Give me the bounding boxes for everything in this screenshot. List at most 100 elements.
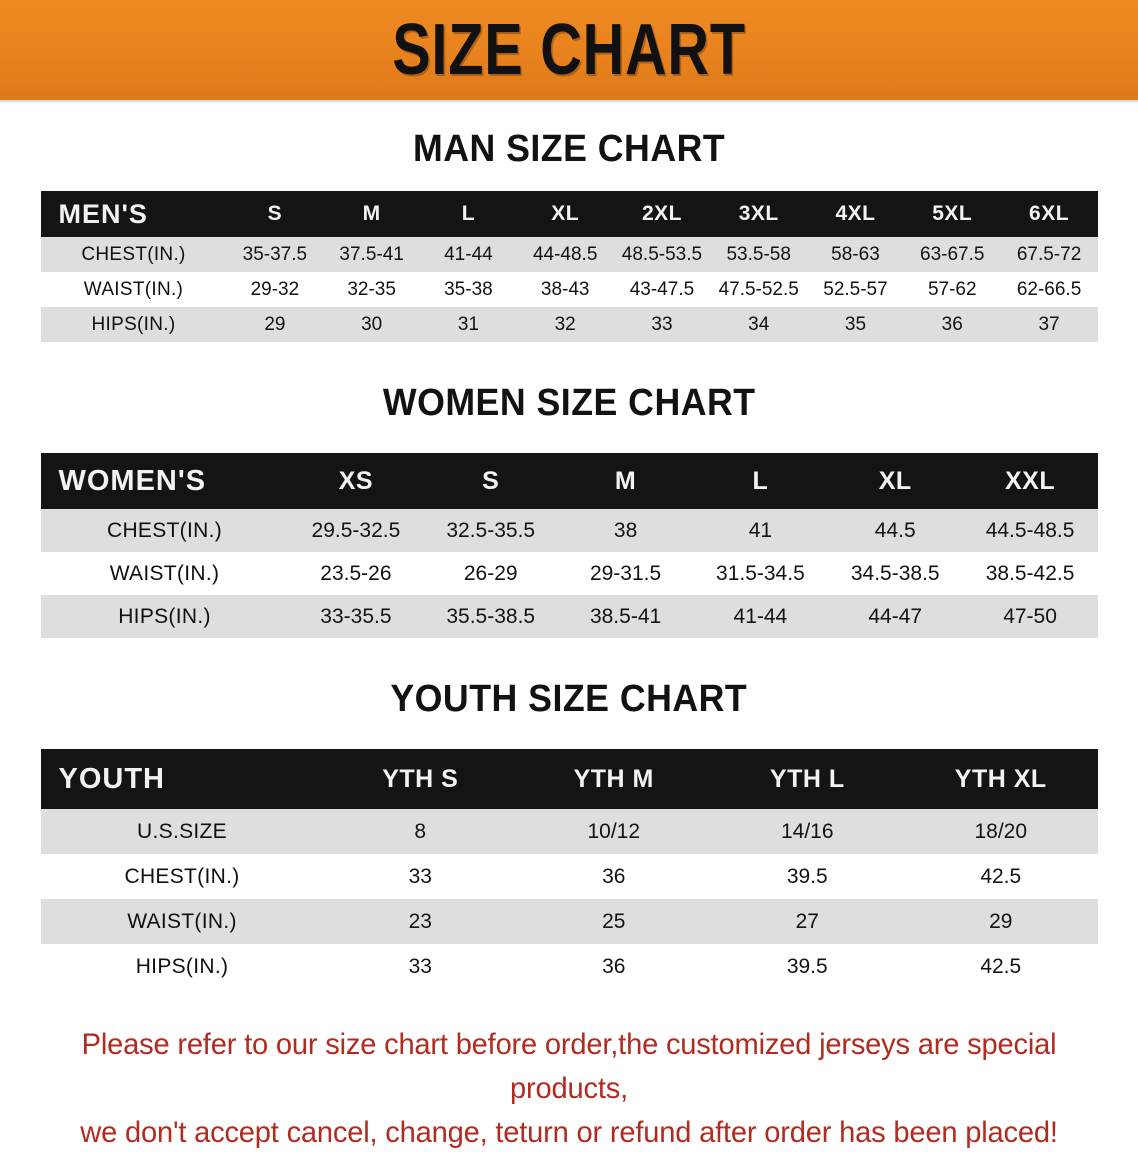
youth-header-row: YOUTH YTH S YTH M YTH L YTH XL bbox=[40, 749, 1098, 809]
women-row-label: WAIST(IN.) bbox=[40, 552, 289, 595]
youth-corner-label: YOUTH bbox=[40, 749, 324, 809]
youth-table-body: U.S.SIZE 8 10/12 14/16 18/20 CHEST(IN.) … bbox=[40, 809, 1098, 989]
women-size-table-wrap: WOMEN'S XS S M L XL XXL CHEST(IN.) 29.5-… bbox=[40, 453, 1098, 638]
man-cell: 30 bbox=[323, 307, 421, 342]
man-size-table: MEN'S S M L XL 2XL 3XL 4XL 5XL 6XL CHEST… bbox=[40, 191, 1098, 342]
man-cell: 63-67.5 bbox=[903, 237, 1001, 272]
youth-cell: 39.5 bbox=[710, 944, 904, 989]
youth-size-table: YOUTH YTH S YTH M YTH L YTH XL U.S.SIZE … bbox=[40, 749, 1098, 989]
man-cell: 41-44 bbox=[420, 237, 517, 272]
man-col-header: 2XL bbox=[613, 191, 711, 237]
man-cell: 29 bbox=[226, 307, 324, 342]
man-cell: 32-35 bbox=[323, 272, 421, 307]
women-col-header: S bbox=[423, 453, 559, 509]
table-row: HIPS(IN.) 33-35.5 35.5-38.5 38.5-41 41-4… bbox=[40, 595, 1098, 638]
youth-col-header: YTH XL bbox=[904, 749, 1098, 809]
man-row-label: CHEST(IN.) bbox=[40, 237, 227, 272]
youth-section-title-text: YOUTH SIZE CHART bbox=[390, 678, 748, 720]
man-cell: 36 bbox=[903, 307, 1001, 342]
man-col-header: 6XL bbox=[1000, 191, 1098, 237]
women-col-header: M bbox=[558, 453, 693, 509]
man-cell: 29-32 bbox=[226, 272, 324, 307]
man-cell: 47.5-52.5 bbox=[710, 272, 808, 307]
youth-cell: 42.5 bbox=[904, 944, 1098, 989]
women-cell: 31.5-34.5 bbox=[692, 552, 828, 595]
man-cell: 35-37.5 bbox=[226, 237, 324, 272]
man-cell: 44-48.5 bbox=[516, 237, 614, 272]
women-cell: 47-50 bbox=[962, 595, 1098, 638]
youth-row-label: CHEST(IN.) bbox=[40, 854, 324, 899]
youth-cell: 33 bbox=[323, 854, 517, 899]
women-cell: 33-35.5 bbox=[288, 595, 424, 638]
table-row: WAIST(IN.) 23 25 27 29 bbox=[40, 899, 1098, 944]
women-size-table: WOMEN'S XS S M L XL XXL CHEST(IN.) 29.5-… bbox=[40, 453, 1098, 638]
youth-cell: 25 bbox=[517, 899, 711, 944]
youth-cell: 8 bbox=[323, 809, 517, 854]
women-col-header: XS bbox=[288, 453, 424, 509]
man-cell: 53.5-58 bbox=[710, 237, 808, 272]
women-corner-label: WOMEN'S bbox=[40, 453, 289, 509]
man-header-row: MEN'S S M L XL 2XL 3XL 4XL 5XL 6XL bbox=[40, 191, 1098, 237]
women-cell: 23.5-26 bbox=[288, 552, 424, 595]
table-row: CHEST(IN.) 35-37.5 37.5-41 41-44 44-48.5… bbox=[40, 237, 1098, 272]
man-col-header: L bbox=[420, 191, 517, 237]
youth-cell: 36 bbox=[517, 944, 711, 989]
man-corner-label: MEN'S bbox=[40, 191, 227, 237]
women-cell: 41-44 bbox=[692, 595, 828, 638]
women-cell: 34.5-38.5 bbox=[827, 552, 963, 595]
youth-cell: 14/16 bbox=[710, 809, 904, 854]
man-cell: 31 bbox=[420, 307, 517, 342]
note-line-1: Please refer to our size chart before or… bbox=[81, 1028, 1057, 1105]
note-line-2: we don't accept cancel, change, teturn o… bbox=[80, 1116, 1058, 1149]
man-table-body: CHEST(IN.) 35-37.5 37.5-41 41-44 44-48.5… bbox=[40, 237, 1098, 342]
youth-col-header: YTH M bbox=[517, 749, 711, 809]
youth-cell: 23 bbox=[323, 899, 517, 944]
youth-row-label: HIPS(IN.) bbox=[40, 944, 324, 989]
youth-size-table-wrap: YOUTH YTH S YTH M YTH L YTH XL U.S.SIZE … bbox=[40, 749, 1098, 989]
youth-cell: 29 bbox=[904, 899, 1098, 944]
youth-col-header: YTH L bbox=[710, 749, 904, 809]
women-cell: 44-47 bbox=[827, 595, 963, 638]
youth-cell: 27 bbox=[710, 899, 904, 944]
women-table-header: WOMEN'S XS S M L XL XXL bbox=[40, 453, 1098, 509]
table-row: CHEST(IN.) 33 36 39.5 42.5 bbox=[40, 854, 1098, 899]
youth-cell: 42.5 bbox=[904, 854, 1098, 899]
page-title: SIZE CHART bbox=[392, 10, 746, 90]
women-cell: 44.5-48.5 bbox=[962, 509, 1098, 552]
man-cell: 38-43 bbox=[516, 272, 614, 307]
man-cell: 34 bbox=[710, 307, 808, 342]
women-row-label: HIPS(IN.) bbox=[40, 595, 289, 638]
women-col-header: XL bbox=[827, 453, 963, 509]
man-cell: 52.5-57 bbox=[807, 272, 904, 307]
women-cell: 38 bbox=[558, 509, 693, 552]
women-cell: 29-31.5 bbox=[558, 552, 693, 595]
women-cell: 38.5-42.5 bbox=[962, 552, 1098, 595]
man-col-header: S bbox=[226, 191, 324, 237]
women-row-label: CHEST(IN.) bbox=[40, 509, 289, 552]
man-cell: 62-66.5 bbox=[1000, 272, 1098, 307]
women-header-row: WOMEN'S XS S M L XL XXL bbox=[40, 453, 1098, 509]
youth-section-title: YOUTH SIZE CHART bbox=[0, 678, 1138, 721]
man-row-label: WAIST(IN.) bbox=[40, 272, 227, 307]
table-row: WAIST(IN.) 29-32 32-35 35-38 38-43 43-47… bbox=[40, 272, 1098, 307]
man-cell: 67.5-72 bbox=[1000, 237, 1098, 272]
youth-col-header: YTH S bbox=[323, 749, 517, 809]
women-cell: 44.5 bbox=[827, 509, 963, 552]
man-cell: 43-47.5 bbox=[613, 272, 711, 307]
man-cell: 35 bbox=[807, 307, 904, 342]
women-cell: 32.5-35.5 bbox=[423, 509, 559, 552]
man-cell: 48.5-53.5 bbox=[613, 237, 711, 272]
man-cell: 33 bbox=[613, 307, 711, 342]
women-cell: 26-29 bbox=[423, 552, 559, 595]
women-cell: 29.5-32.5 bbox=[288, 509, 424, 552]
man-col-header: XL bbox=[516, 191, 614, 237]
women-section-title: WOMEN SIZE CHART bbox=[0, 382, 1138, 425]
man-section-title-text: MAN SIZE CHART bbox=[412, 128, 726, 170]
man-cell: 57-62 bbox=[903, 272, 1001, 307]
youth-cell: 36 bbox=[517, 854, 711, 899]
women-table-body: CHEST(IN.) 29.5-32.5 32.5-35.5 38 41 44.… bbox=[40, 509, 1098, 638]
table-row: HIPS(IN.) 29 30 31 32 33 34 35 36 37 bbox=[40, 307, 1098, 342]
man-col-header: 4XL bbox=[807, 191, 904, 237]
man-size-table-wrap: MEN'S S M L XL 2XL 3XL 4XL 5XL 6XL CHEST… bbox=[40, 191, 1098, 342]
man-section-title: MAN SIZE CHART bbox=[0, 128, 1138, 171]
